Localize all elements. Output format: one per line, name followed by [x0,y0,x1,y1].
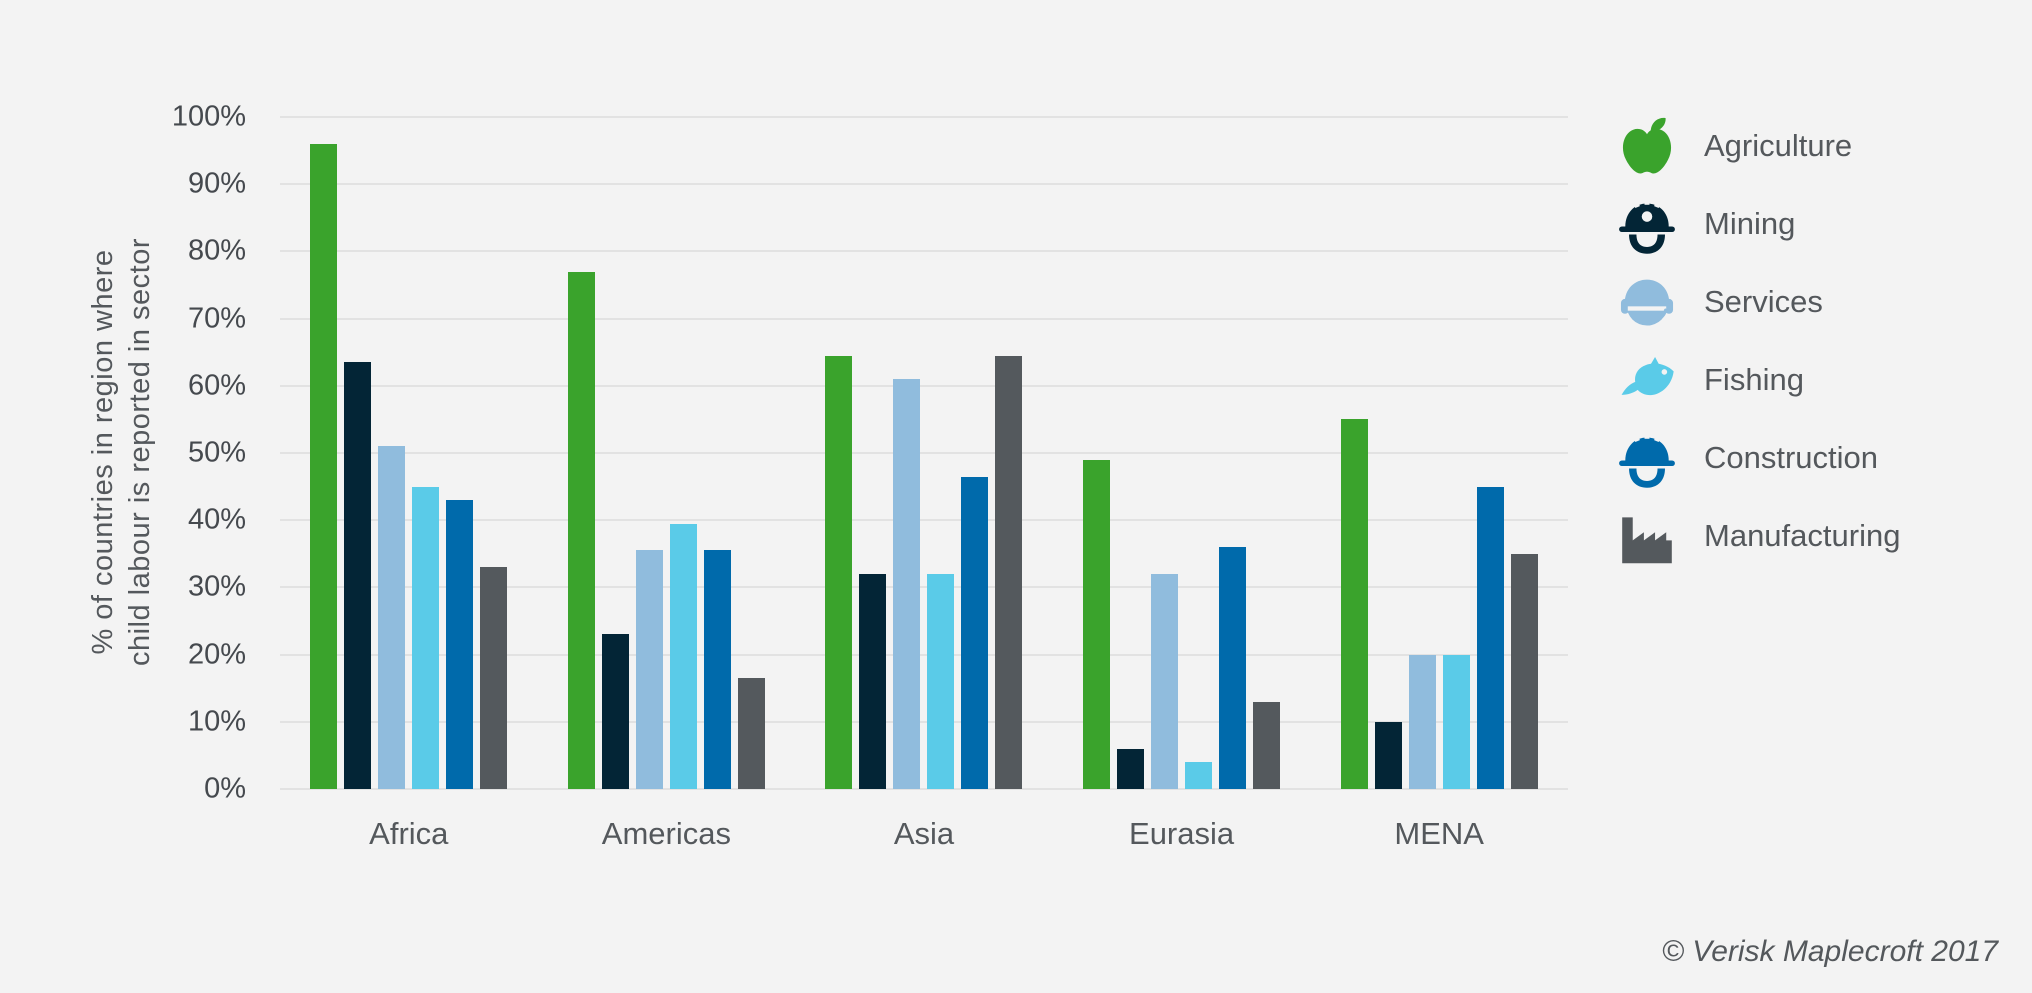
bar-construction-americas [703,550,731,789]
gridline-70pct [280,317,1568,320]
legend-label-services: Services [1704,284,1823,319]
bar-groups [280,117,1568,789]
y-tick-label: 0% [204,772,246,805]
plot-area [280,116,1568,790]
x-label-africa: Africa [369,816,449,851]
legend-item-fishing: Fishing [1614,341,1900,419]
mining-helmet-icon [1614,192,1680,256]
bar-agriculture-africa [310,143,338,789]
apple-icon [1614,114,1680,178]
bar-construction-asia [961,476,989,789]
gridline-60pct [280,384,1568,387]
legend-item-construction: Construction [1614,419,1900,497]
y-tick-label: 10% [187,705,246,738]
gridline-30pct [280,586,1568,589]
bar-agriculture-mena [1340,419,1368,789]
bar-mining-mena [1374,721,1402,789]
bar-fishing-africa [412,486,440,789]
bar-fishing-asia [927,573,955,789]
y-tick-label: 60% [187,369,246,402]
legend-label-manufacturing: Manufacturing [1704,518,1901,553]
bar-agriculture-eurasia [1083,459,1111,789]
bar-manufacturing-eurasia [1253,701,1281,789]
bar-mining-americas [601,634,629,789]
x-label-mena: MENA [1394,816,1484,851]
factory-icon [1614,504,1680,568]
gridline-80pct [280,250,1568,253]
y-tick-label: 80% [187,234,246,267]
fish-icon [1614,348,1680,412]
y-tick-label: 70% [187,302,246,335]
gridline-20pct [280,653,1568,656]
gridline-50pct [280,452,1568,454]
bar-fishing-mena [1442,654,1470,789]
bar-services-mena [1408,654,1436,789]
legend-label-fishing: Fishing [1704,362,1804,397]
gridline-40pct [280,519,1568,522]
bar-fishing-eurasia [1185,762,1213,789]
bar-mining-eurasia [1117,748,1145,789]
x-label-eurasia: Eurasia [1129,816,1235,851]
bar-manufacturing-asia [995,355,1023,789]
y-tick-label: 50% [187,436,246,469]
construction-helmet-icon [1614,426,1680,490]
legend-label-construction: Construction [1704,440,1879,475]
bar-services-americas [635,550,663,789]
bar-group-eurasia [1053,117,1311,789]
bar-group-africa [280,117,538,789]
gridline-10pct [280,720,1568,723]
bar-manufacturing-americas [737,678,765,789]
bar-construction-mena [1476,486,1504,789]
bar-manufacturing-africa [480,567,508,789]
bar-services-eurasia [1151,573,1179,789]
bar-agriculture-americas [567,271,595,789]
bar-construction-africa [446,500,474,789]
y-tick-label: 40% [187,503,246,536]
y-tick-label: 30% [187,570,246,603]
copyright-text: © Verisk Maplecroft 2017 [1661,935,1998,968]
legend: Agriculture Mining Services Fishing [1614,107,1900,575]
bar-services-asia [893,379,921,789]
bar-services-africa [378,446,406,789]
y-tick-label: 90% [187,167,246,200]
y-tick-label: 100% [171,100,246,133]
bar-construction-eurasia [1219,547,1247,789]
legend-item-services: Services [1614,263,1900,341]
gridline-100pct [280,116,1568,118]
legend-label-mining: Mining [1704,206,1796,241]
x-label-asia: Asia [893,816,955,851]
y-tick-label: 20% [187,638,246,671]
headset-icon [1614,270,1680,334]
bar-fishing-americas [669,523,697,789]
legend-item-agriculture: Agriculture [1614,107,1900,185]
gridline-0pct [280,788,1568,790]
y-axis-ticks: 100% 90% 80% 70% 60% 50% 40% 30% 20% 10% 0% [0,101,246,805]
bar-group-mena [1310,117,1568,789]
legend-label-agriculture: Agriculture [1704,128,1853,163]
bar-group-americas [538,117,796,789]
legend-item-mining: Mining [1614,185,1900,263]
x-label-americas: Americas [601,816,731,851]
x-axis-labels: Africa Americas Asia Eurasia MENA [280,816,1568,852]
legend-item-manufacturing: Manufacturing [1614,497,1900,575]
bar-group-asia [795,117,1053,789]
bar-manufacturing-mena [1510,553,1538,789]
gridline-90pct [280,183,1568,186]
bar-mining-africa [344,362,372,789]
bar-agriculture-asia [825,355,853,789]
bar-mining-asia [859,573,887,789]
